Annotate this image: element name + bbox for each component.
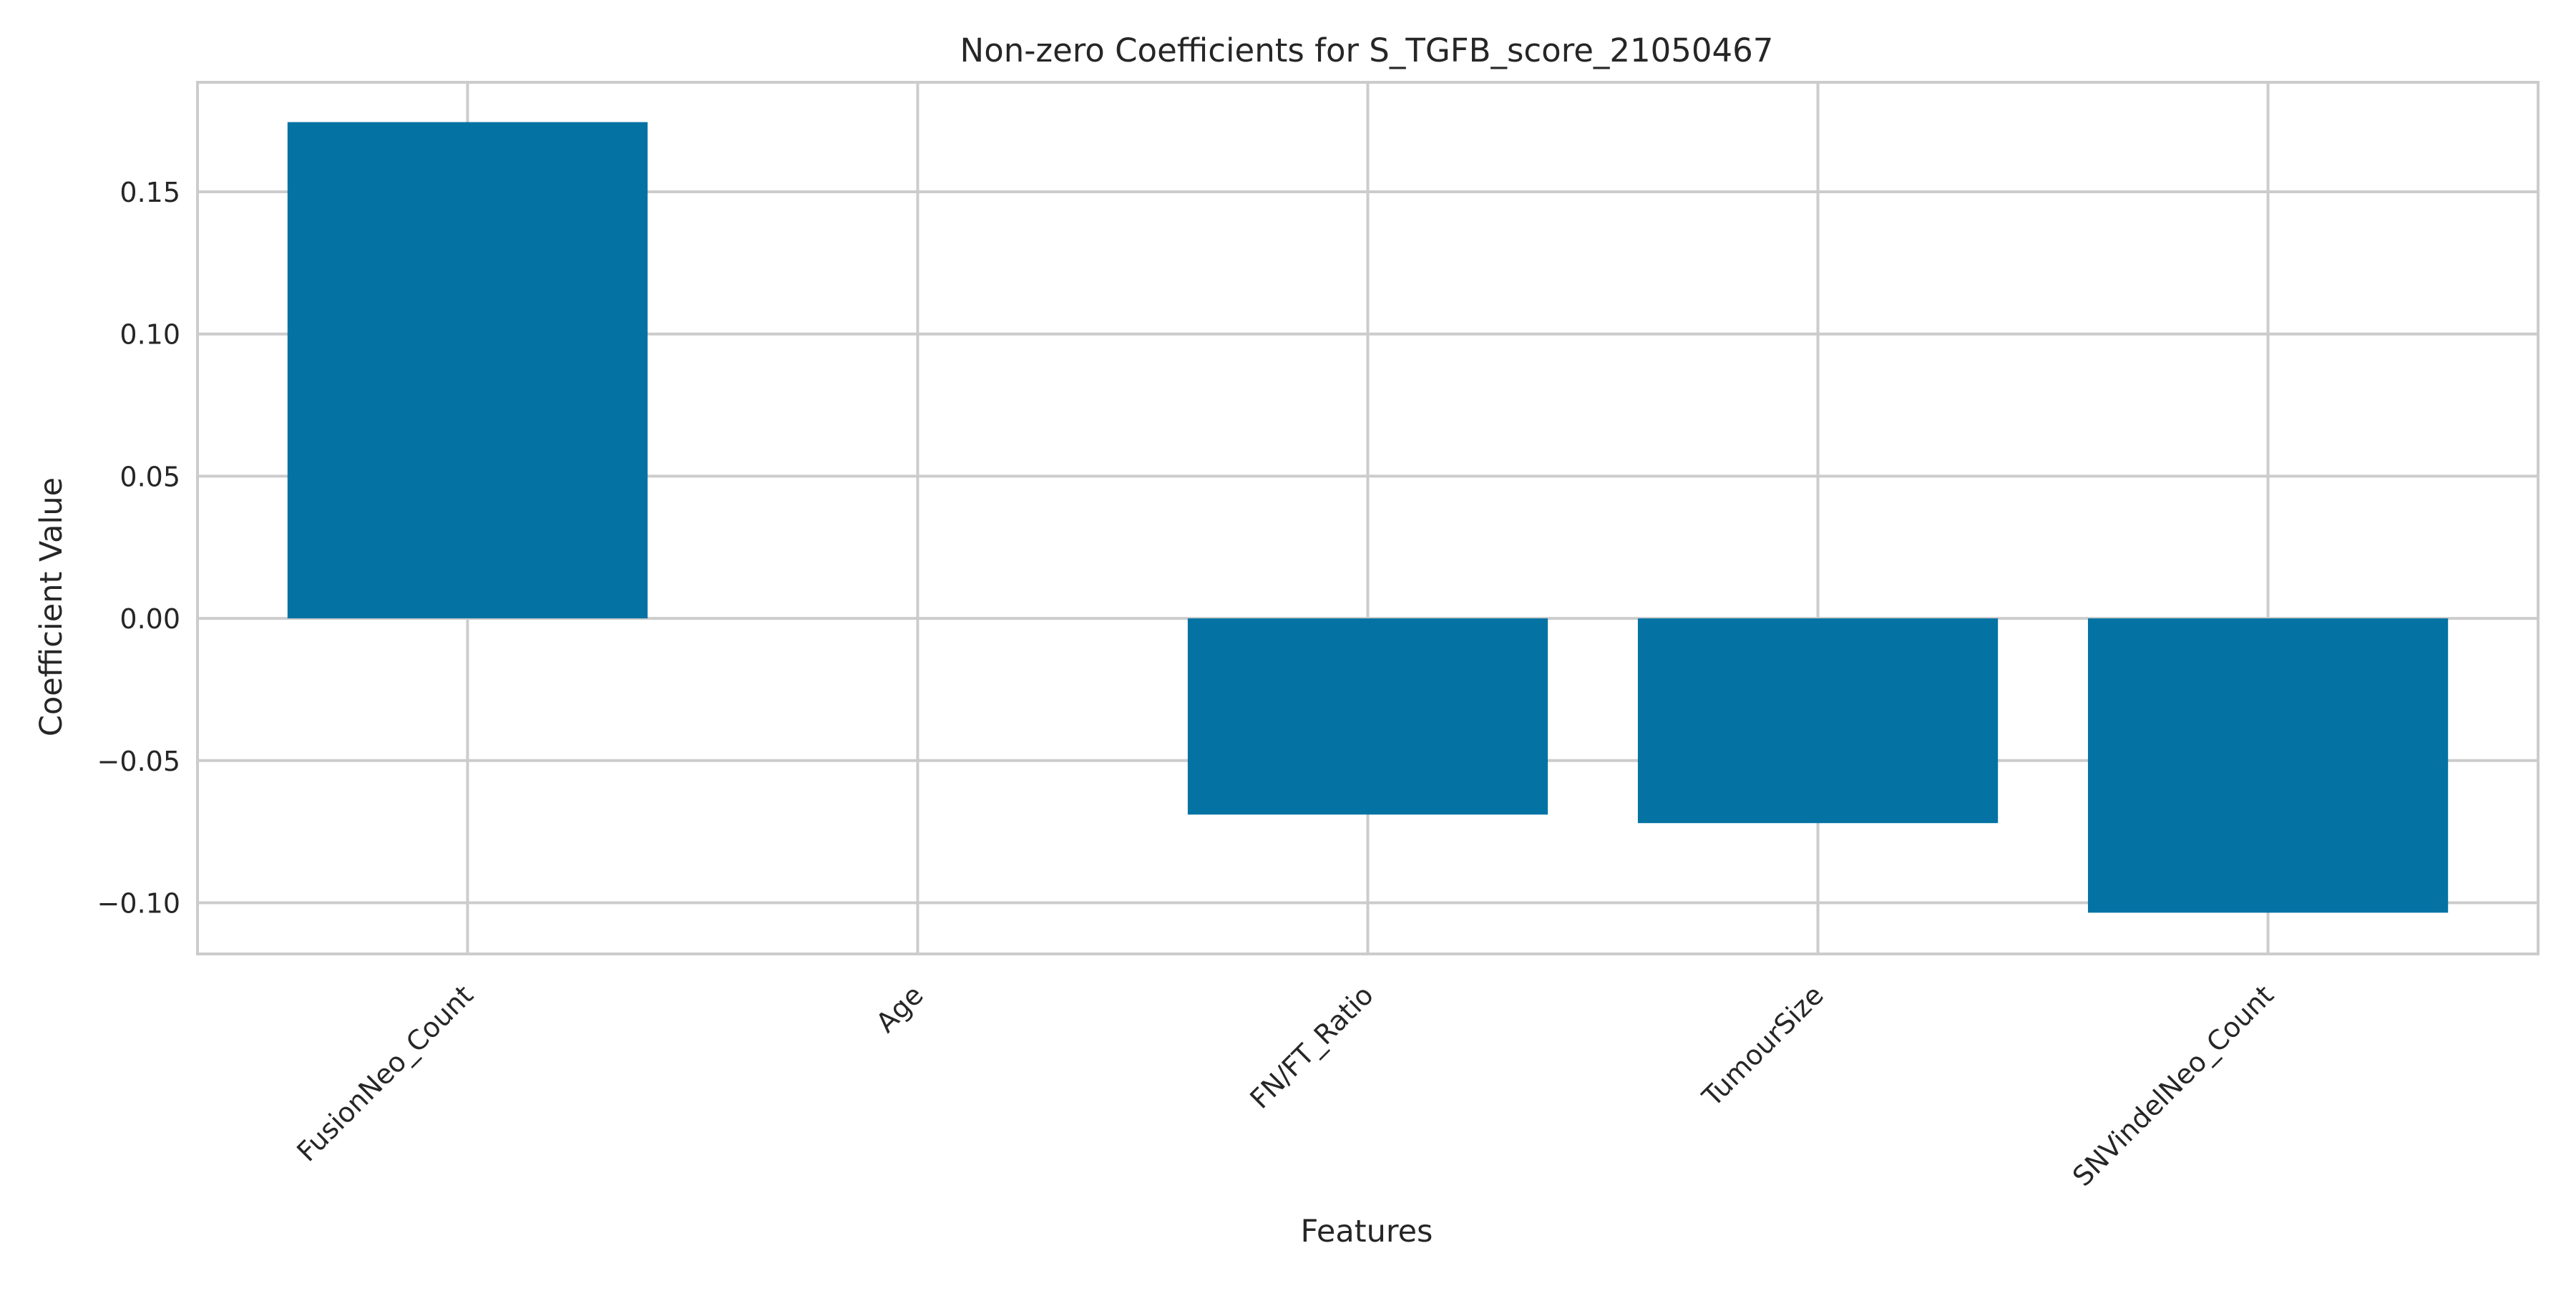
y-tick-label: −0.05 [97, 746, 180, 777]
bar [1187, 618, 1548, 815]
y-axis-label: Coefficient Value [34, 477, 69, 736]
chart-title: Non-zero Coefficients for S_TGFB_score_2… [960, 31, 1774, 69]
y-tick-label: 0.10 [119, 319, 180, 351]
plot-frame [196, 81, 2540, 955]
bar [287, 122, 648, 619]
y-tick-label: 0.05 [119, 461, 180, 492]
bar [1637, 618, 1999, 824]
y-tick-label: −0.10 [97, 887, 180, 919]
bar [2087, 618, 2449, 913]
x-axis-label: Features [1301, 1214, 1433, 1249]
y-tick-labels: −0.10 −0.05 0.00 0.05 0.10 0.15 [97, 177, 180, 919]
bars [287, 122, 2449, 913]
y-tick-label: 0.15 [119, 177, 180, 208]
y-tick-label: 0.00 [119, 603, 180, 635]
